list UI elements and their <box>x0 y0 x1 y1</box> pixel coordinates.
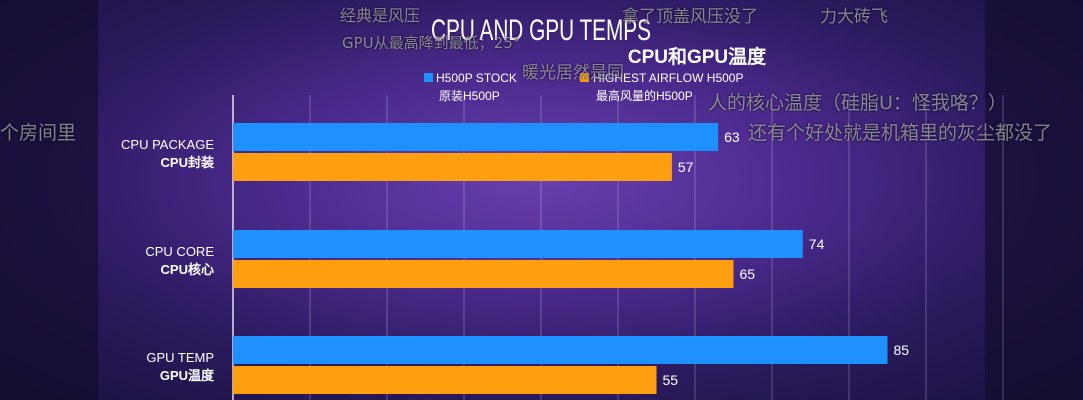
danmu-comment: 还有个好处就是机箱里的灰尘都没了 <box>748 122 1053 144</box>
bar <box>233 153 672 181</box>
right-letterbox <box>985 0 1083 400</box>
chart-title: CPU AND GPU TEMPS <box>431 14 651 47</box>
bar <box>233 336 888 364</box>
bar-value-label: 65 <box>740 266 756 282</box>
category-label-zh: CPU封装 <box>161 155 214 170</box>
bar <box>233 260 734 288</box>
bar-value-label: 57 <box>678 159 694 175</box>
bar <box>233 123 719 151</box>
category-label-zh: GPU温度 <box>160 368 215 383</box>
bar <box>233 230 803 258</box>
category-label: CPU CORE <box>145 244 214 259</box>
category-label: GPU TEMP <box>146 350 214 365</box>
bar-value-label: 55 <box>663 372 679 388</box>
danmu-comment: 人的核心温度（硅脂U：怪我咯？） <box>708 92 1007 114</box>
legend-label: H500P STOCK <box>436 71 517 85</box>
category-label: CPU PACKAGE <box>121 137 214 152</box>
legend-label-zh: 最高风量的H500P <box>596 88 693 103</box>
danmu-comment: GPU从最高降到最低；25° <box>342 34 521 52</box>
category-label-zh: CPU核心 <box>161 262 214 277</box>
danmu-comment: 个房间里 <box>0 122 77 144</box>
legend-swatch <box>580 73 589 82</box>
legend-swatch <box>424 73 433 82</box>
legend-label-zh: 原装H500P <box>439 89 500 103</box>
left-letterbox <box>0 0 98 400</box>
danmu-comment: 暖光居然是同 <box>522 63 624 83</box>
danmu-comment: 经典是风压 <box>340 6 421 25</box>
bar-value-label: 85 <box>894 342 910 358</box>
danmu-comment: 力大砖飞 <box>820 7 888 27</box>
legend-label: HIGHEST AIRFLOW H500P <box>593 71 744 85</box>
danmu-comment: 拿了顶盖风压没了 <box>622 7 758 27</box>
bar-value-label: 74 <box>809 236 825 252</box>
bar <box>233 366 657 394</box>
bar-value-label: 63 <box>724 129 740 145</box>
chart-subtitle: CPU和GPU温度 <box>628 45 767 68</box>
